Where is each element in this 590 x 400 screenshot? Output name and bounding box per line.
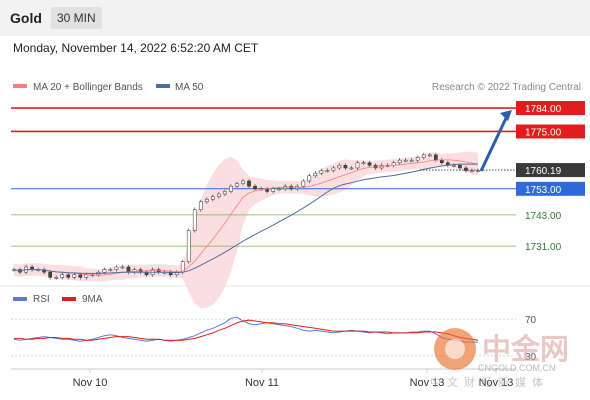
legend-swatch-9ma xyxy=(62,297,76,301)
watermark-domain: CNGOLD.COM.CN xyxy=(478,363,556,373)
candle-body xyxy=(433,154,438,161)
level-label-1731.00: 1731.00 xyxy=(525,242,562,253)
watermark-slogan: 中文财经新媒体 xyxy=(430,375,549,389)
candle-body xyxy=(331,167,336,171)
legend-label-9ma: 9MA xyxy=(82,294,103,305)
watermark-name: 中金网 xyxy=(482,332,569,366)
rsi-tick-30: 30 xyxy=(525,352,537,363)
candle-body xyxy=(458,165,462,169)
candle-body xyxy=(415,157,420,161)
candle-body xyxy=(108,269,113,271)
candle-body xyxy=(102,269,107,273)
candle-body xyxy=(409,159,414,162)
level-label-1784.00: 1784.00 xyxy=(525,104,562,115)
chart-datetime: Monday, November 14, 2022 6:52:20 AM CET xyxy=(13,41,259,55)
candle-body xyxy=(325,170,330,172)
rsi-grid: 70 30 xyxy=(11,315,537,363)
candle-body xyxy=(217,193,221,197)
candle-body xyxy=(452,165,456,167)
candle-body xyxy=(247,180,251,187)
price-legend: MA 20 + Bollinger Bands MA 50 xyxy=(13,82,204,93)
candle-body xyxy=(313,172,318,177)
watermark: 中金网 CNGOLD.COM.CN 中文财经新媒体 xyxy=(430,328,569,389)
candle-body xyxy=(78,274,83,278)
candle-body xyxy=(307,175,312,182)
price-tags: 1784.00 1775.00 1753.00 1743.00 1731.00 1760.… xyxy=(516,101,585,253)
ma20-line xyxy=(13,159,479,276)
candle-body xyxy=(48,271,53,278)
candle-body xyxy=(271,188,275,192)
x-tick-label: Nov 13 xyxy=(410,377,445,389)
instrument-title: Gold xyxy=(10,10,42,26)
current-price-label: 1760.19 xyxy=(525,166,562,177)
candle-body xyxy=(427,154,432,157)
candle-body xyxy=(349,167,354,170)
candle-body xyxy=(283,185,288,190)
rsi-ma-line xyxy=(14,319,479,341)
candle-body xyxy=(126,266,131,273)
candle-body xyxy=(397,159,402,163)
candle-body xyxy=(60,274,65,278)
candle-body xyxy=(403,159,408,162)
level-label-1753.00: 1753.00 xyxy=(525,185,562,196)
x-tick-label: Nov 13 xyxy=(479,377,514,389)
candle-body xyxy=(54,277,59,279)
candle-body xyxy=(253,185,257,190)
candle-body xyxy=(464,167,468,171)
candle-body xyxy=(235,183,239,187)
candle-body xyxy=(367,162,372,166)
forecast-arrow-head xyxy=(500,110,512,122)
bollinger-band-area xyxy=(14,151,478,309)
level-tag-1775.00 xyxy=(516,124,585,139)
candle-body xyxy=(192,209,197,231)
candle-body xyxy=(229,185,233,192)
candle-body xyxy=(120,266,125,269)
forecast-arrow xyxy=(479,110,512,172)
current-price-tag xyxy=(516,163,585,178)
x-axis: Nov 10 Nov 11 Nov 13 Nov 13 xyxy=(11,368,516,389)
candle-body xyxy=(204,198,209,203)
candle-body xyxy=(114,266,119,270)
legend-swatch-rsi xyxy=(13,297,27,301)
candle-body xyxy=(439,159,444,163)
candle-body xyxy=(277,188,281,191)
candle-body xyxy=(72,274,77,278)
legend-swatch-ma20 xyxy=(13,84,27,88)
candle-body xyxy=(186,230,191,263)
bollinger-bands xyxy=(14,151,478,309)
candle-body xyxy=(223,191,227,195)
candle-body xyxy=(343,165,348,169)
candle-body xyxy=(470,170,474,172)
candle-body xyxy=(421,154,426,158)
rsi-tick-70: 70 xyxy=(525,315,537,326)
candle-body xyxy=(319,170,324,174)
x-tick-label: Nov 11 xyxy=(245,377,279,389)
candle-body xyxy=(337,165,342,169)
candle-body xyxy=(361,162,366,164)
forecast-arrow-shaft xyxy=(479,113,510,172)
candle-body xyxy=(211,196,215,200)
candle-body xyxy=(355,162,360,169)
rsi-legend: RSI 9MA xyxy=(13,294,103,305)
level-label-1743.00: 1743.00 xyxy=(525,211,562,222)
chart-credit: Research © 2022 Trading Central xyxy=(432,82,581,93)
legend-label-ma50: MA 50 xyxy=(175,82,204,93)
candle-body xyxy=(476,170,480,172)
candle-body xyxy=(301,180,306,187)
x-tick-label: Nov 10 xyxy=(73,377,108,389)
timeframe-button[interactable]: 30 MIN xyxy=(51,7,102,29)
legend-label-ma20: MA 20 + Bollinger Bands xyxy=(33,82,143,93)
legend-label-rsi: RSI xyxy=(33,294,50,305)
candle-body xyxy=(241,180,245,184)
legend-swatch-ma50 xyxy=(156,84,170,88)
candle-body xyxy=(66,274,71,278)
candle-body xyxy=(198,201,203,210)
level-tag-1753.00 xyxy=(516,181,585,196)
level-tag-1784.00 xyxy=(516,101,585,116)
candle-body xyxy=(84,274,89,278)
ma50-line xyxy=(13,163,478,275)
level-label-1775.00: 1775.00 xyxy=(525,127,562,138)
price-levels xyxy=(11,107,516,247)
